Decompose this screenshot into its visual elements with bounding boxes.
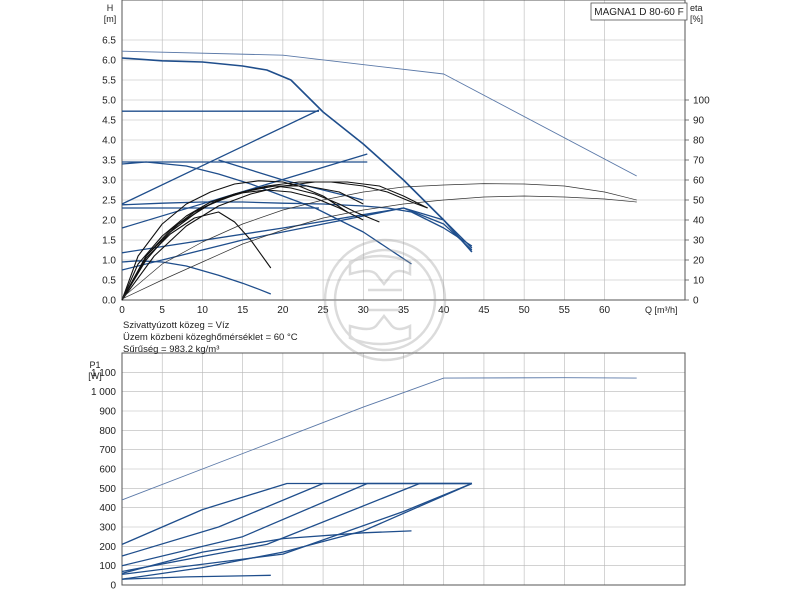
head-chart-ticks: 0.0 0.5 1.0 1.5 2.0 2.5 3.0 3.5 4.0 4.5 5.0 5.5 6.0 6… <box>102 36 710 317</box>
y2-tick-label: 60 <box>693 176 705 187</box>
x-tick-label: 40 <box>438 305 450 316</box>
x-tick-label: 5 <box>159 305 165 316</box>
fluid-density: Sűrűség = 983.2 kg/m³ <box>123 344 219 355</box>
y2-tick-label: 30 <box>693 236 705 247</box>
x-axis-label: Q [m³/h] <box>645 305 678 315</box>
head-curve-head-light-0 <box>121 50 637 177</box>
fluid-medium: Szivattyúzott közeg = Víz <box>123 320 230 331</box>
power-axis-unit: [W] <box>88 371 102 381</box>
x-tick-label: 0 <box>119 305 125 316</box>
y2-axis-label: eta <box>690 3 703 13</box>
y-tick-label: 0.0 <box>102 296 116 307</box>
power-tick-label: 400 <box>99 503 116 514</box>
x-tick-label: 55 <box>559 305 571 316</box>
power-curve-power-6 <box>121 530 412 575</box>
power-curve-power-light-0 <box>121 377 637 501</box>
y2-tick-label: 100 <box>693 96 710 107</box>
model-title: MAGNA1 D 80-60 F <box>594 7 683 18</box>
power-tick-label: 1 100 <box>91 368 116 379</box>
y-tick-label: 6.5 <box>102 36 116 47</box>
head-curve-head-11 <box>121 207 473 271</box>
efficiency-curve-eff-1 <box>121 195 637 300</box>
y-tick-label: 4.0 <box>102 136 116 147</box>
power-tick-label: 0 <box>110 581 116 592</box>
power-chart-grid <box>122 353 685 585</box>
y-tick-label: 2.5 <box>102 196 116 207</box>
power-chart-series <box>121 377 637 580</box>
power-tick-label: 1 000 <box>91 387 116 398</box>
head-curve-head-6 <box>121 161 412 265</box>
head-curve-head-8 <box>121 109 320 205</box>
head-chart-series <box>121 50 637 301</box>
y2-tick-label: 70 <box>693 156 705 167</box>
power-tick-label: 800 <box>99 426 116 437</box>
y-tick-label: 2.0 <box>102 216 116 227</box>
head-curve-perf-18 <box>121 189 364 301</box>
efficiency-curve-eff-0 <box>121 183 637 299</box>
x-tick-label: 25 <box>318 305 330 316</box>
y-tick-label: 3.0 <box>102 176 116 187</box>
head-curve-head-max-1 <box>121 57 473 253</box>
y2-tick-label: 10 <box>693 276 705 287</box>
y-tick-label: 1.5 <box>102 236 116 247</box>
x-tick-label: 50 <box>519 305 531 316</box>
model-title-box <box>590 2 688 21</box>
y-axis-unit: [m] <box>104 14 117 24</box>
power-curve-power-2 <box>121 482 472 557</box>
head-curve-head-5 <box>121 260 272 295</box>
head-curve-perf-19 <box>121 211 272 301</box>
head-chart-frame <box>121 0 686 301</box>
y-tick-label: 6.0 <box>102 56 116 67</box>
y-tick-label: 4.5 <box>102 116 116 127</box>
head-curve-perf-13 <box>121 180 348 301</box>
y-tick-label: 5.0 <box>102 96 116 107</box>
x-tick-label: 15 <box>237 305 249 316</box>
y-tick-label: 0.5 <box>102 276 116 287</box>
y2-tick-label: 90 <box>693 116 705 127</box>
y2-tick-label: 40 <box>693 216 705 227</box>
head-chart-grid <box>122 0 685 300</box>
x-tick-label: 60 <box>599 305 611 316</box>
head-curve-perf-17 <box>121 185 380 301</box>
y2-tick-label: 20 <box>693 256 705 267</box>
y-tick-label: 5.5 <box>102 76 116 87</box>
x-tick-label: 30 <box>358 305 370 316</box>
fluid-temperature: Üzem közbeni közeghőmérséklet = 60 °C <box>123 332 298 343</box>
y2-tick-label: 80 <box>693 136 705 147</box>
power-chart-frame <box>121 352 686 586</box>
y-tick-label: 3.5 <box>102 156 116 167</box>
power-curve-power-3 <box>121 482 472 567</box>
power-axis-label: P1 <box>89 360 100 370</box>
head-curve-head-12 <box>218 159 364 201</box>
power-tick-label: 100 <box>99 561 116 572</box>
power-chart-ticks: 0 100 200 300 400 500 600 700 800 900 1 000 1 100 <box>91 368 116 592</box>
y2-tick-label: 0 <box>693 296 699 307</box>
watermark-logo <box>323 238 447 362</box>
y-tick-label: 1.0 <box>102 256 116 267</box>
power-tick-label: 700 <box>99 445 116 456</box>
y2-axis-unit: [%] <box>690 14 703 24</box>
x-tick-label: 10 <box>197 305 209 316</box>
x-tick-label: 20 <box>277 305 289 316</box>
power-curve-power-5 <box>121 482 473 576</box>
power-tick-label: 600 <box>99 465 116 476</box>
power-curve-power-4 <box>121 482 472 573</box>
x-tick-label: 45 <box>478 305 490 316</box>
y-axis-label: H <box>107 3 114 13</box>
power-tick-label: 300 <box>99 523 116 534</box>
x-tick-label: 35 <box>398 305 410 316</box>
power-tick-label: 200 <box>99 542 116 553</box>
y2-tick-label: 50 <box>693 196 705 207</box>
power-curve-power-7 <box>121 482 473 580</box>
power-tick-label: 500 <box>99 484 116 495</box>
power-curve-power-8 <box>121 574 271 580</box>
power-tick-label: 900 <box>99 407 116 418</box>
